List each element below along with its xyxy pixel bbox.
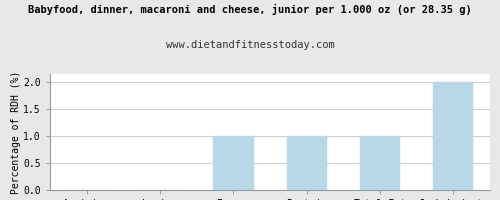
Text: Babyfood, dinner, macaroni and cheese, junior per 1.000 oz (or 28.35 g): Babyfood, dinner, macaroni and cheese, j… [28,4,472,15]
Bar [360,136,400,190]
Bar [286,136,327,190]
Bar [433,82,474,190]
Text: www.dietandfitnesstoday.com: www.dietandfitnesstoday.com [166,40,334,50]
Bar [213,136,254,190]
Y-axis label: Percentage of RDH (%): Percentage of RDH (%) [10,70,20,194]
